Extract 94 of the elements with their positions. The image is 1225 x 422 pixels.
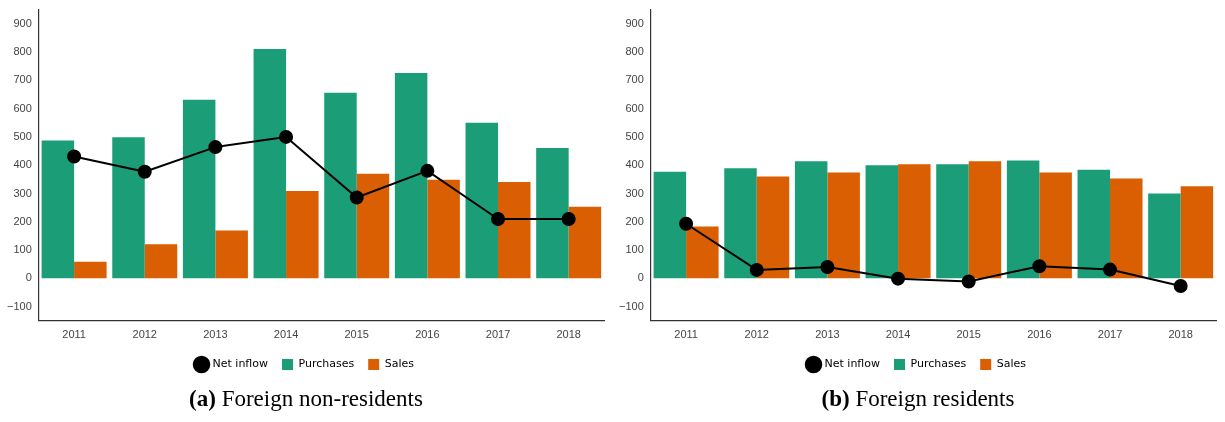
y-tick-label: 300 xyxy=(625,186,644,199)
y-tick-label: −100 xyxy=(7,299,32,312)
x-tick-label: 2011 xyxy=(62,328,86,341)
bar xyxy=(724,168,757,279)
y-tick-label: 500 xyxy=(13,129,32,142)
bar xyxy=(356,173,390,279)
y-tick-label: 800 xyxy=(625,45,644,58)
bar xyxy=(865,165,899,279)
point xyxy=(561,211,576,226)
point xyxy=(491,211,506,226)
legend-label: Sales xyxy=(384,357,415,371)
x-tick-label: 2015 xyxy=(956,328,981,341)
y-tick-label: 0 xyxy=(637,271,644,284)
text: (b) Foreign residents xyxy=(820,386,1016,412)
y-tick-label: 0 xyxy=(25,271,32,284)
y-tick-label: 100 xyxy=(13,243,32,256)
point xyxy=(679,216,694,231)
point xyxy=(137,164,152,179)
bar xyxy=(1110,178,1143,279)
y-tick-label: 200 xyxy=(13,214,32,227)
point xyxy=(279,129,294,144)
y-tick-label: 600 xyxy=(13,101,32,114)
bar xyxy=(686,226,719,279)
legend-label: Sales xyxy=(996,357,1027,371)
legend-label: Purchases xyxy=(298,357,355,371)
y-tick-label: 400 xyxy=(625,158,644,171)
bar xyxy=(1180,186,1214,279)
legend-label: Purchases xyxy=(910,357,967,371)
x-tick-label: 2017 xyxy=(485,328,511,341)
bar xyxy=(653,171,687,279)
bar xyxy=(498,181,531,279)
bar xyxy=(41,140,75,279)
y-tick-label: 900 xyxy=(13,16,32,29)
bar xyxy=(324,92,357,279)
x-tick-label: 2013 xyxy=(815,328,840,341)
bar xyxy=(756,176,790,279)
bar xyxy=(112,137,145,279)
y-tick-label: 700 xyxy=(13,73,32,86)
x-tick-label: 2011 xyxy=(674,328,698,341)
point xyxy=(820,260,835,275)
bar xyxy=(144,244,178,279)
bar xyxy=(465,122,499,279)
bar xyxy=(394,72,428,279)
point xyxy=(749,262,764,277)
point xyxy=(208,140,223,155)
bar xyxy=(1148,193,1181,279)
y-tick-label: 900 xyxy=(625,16,644,29)
bar xyxy=(182,99,216,279)
x-tick-label: 2018 xyxy=(556,328,581,341)
y-tick-label: 100 xyxy=(625,243,644,256)
x-tick-label: 2016 xyxy=(1027,328,1052,341)
point xyxy=(349,190,364,205)
bar xyxy=(427,179,460,279)
point xyxy=(891,271,906,286)
bar xyxy=(898,164,931,279)
y-tick-label: 800 xyxy=(13,45,32,58)
point xyxy=(1032,259,1047,274)
y-tick-label: 400 xyxy=(13,158,32,171)
x-tick-label: 2016 xyxy=(415,328,440,341)
bar xyxy=(215,230,248,279)
x-tick-label: 2018 xyxy=(1168,328,1193,341)
bar xyxy=(286,190,319,279)
y-tick-label: −100 xyxy=(619,299,644,312)
y-tick-label: 200 xyxy=(625,214,644,227)
x-tick-label: 2012 xyxy=(132,328,157,341)
bar xyxy=(253,48,287,279)
point xyxy=(1173,279,1188,293)
x-tick-label: 2015 xyxy=(344,328,369,341)
bar xyxy=(827,172,860,279)
bar xyxy=(74,261,107,279)
y-tick-label: 500 xyxy=(625,129,644,142)
x-tick-label: 2014 xyxy=(885,328,911,341)
x-tick-label: 2017 xyxy=(1097,328,1123,341)
bar xyxy=(1039,172,1072,279)
point xyxy=(420,163,435,178)
x-tick-label: 2013 xyxy=(203,328,228,341)
bar xyxy=(794,161,828,279)
point xyxy=(67,149,82,164)
bar xyxy=(1006,160,1040,279)
y-tick-label: 600 xyxy=(625,101,644,114)
bar xyxy=(536,147,569,279)
bar xyxy=(936,164,969,279)
y-tick-label: 700 xyxy=(625,73,644,86)
bar xyxy=(1077,169,1111,279)
y-tick-label: 300 xyxy=(13,186,32,199)
bar xyxy=(968,161,1002,279)
legend-label: Net inflow xyxy=(212,357,269,371)
bar xyxy=(568,206,602,279)
x-tick-label: 2012 xyxy=(744,328,769,341)
text: (a) Foreign non-residents xyxy=(188,386,424,412)
point xyxy=(961,274,976,289)
legend-label: Net inflow xyxy=(824,357,881,371)
point xyxy=(1103,262,1118,277)
x-tick-label: 2014 xyxy=(273,328,299,341)
